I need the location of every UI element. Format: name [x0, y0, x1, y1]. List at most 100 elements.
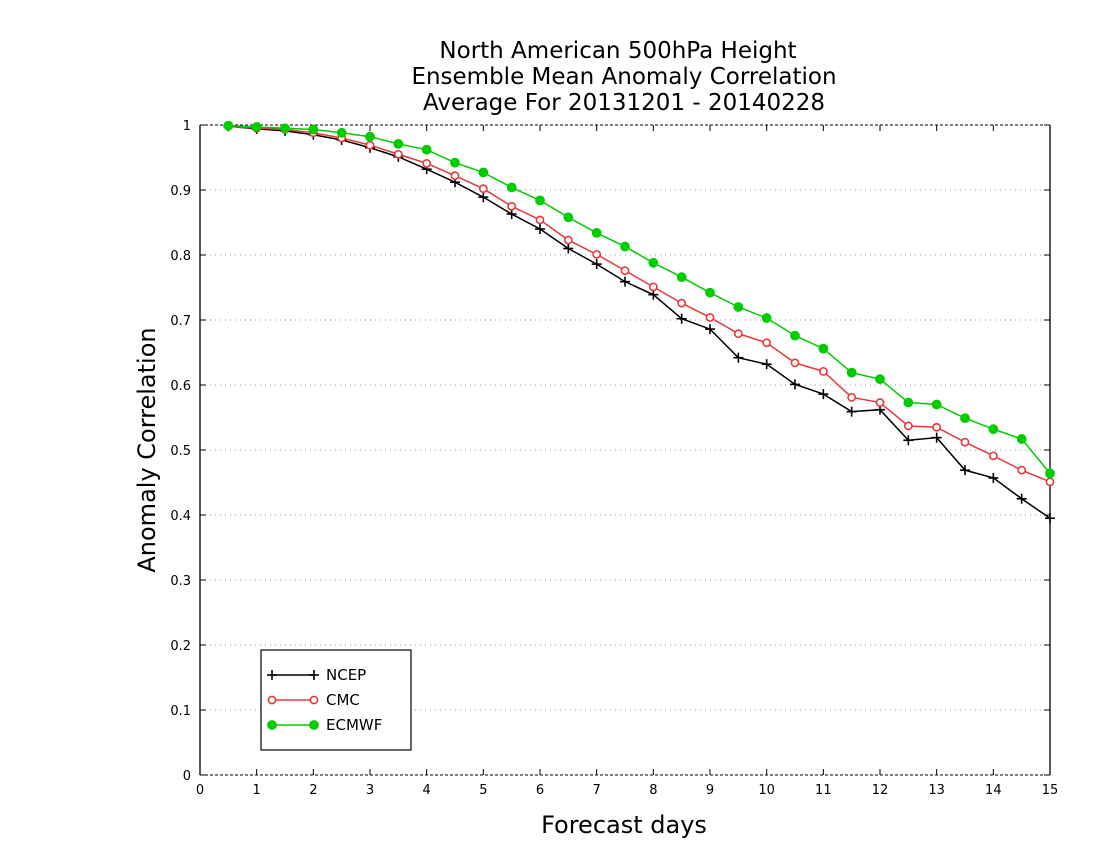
point-ecmwf-3 [308, 124, 319, 135]
point-ecmwf-28 [1016, 434, 1027, 444]
point-ecmwf-12 [563, 212, 574, 223]
point-ncep-10 [506, 209, 517, 220]
series-ecmwf [223, 120, 1055, 479]
legend-label-ncep: NCEP [326, 666, 366, 684]
legend-label-ecmwf: ECMWF [326, 716, 382, 734]
x-tick-label-5: 5 [479, 783, 487, 798]
y-axis-ticks: 0 0.1 0.2 0.3 0.4 0.5 0.6 0.7 0.8 0.9 1 [170, 119, 1050, 784]
legend-entry-cmc: CMC [267, 691, 360, 709]
point-cmc-26 [960, 437, 970, 447]
point-cmc-28 [1017, 465, 1027, 475]
x-tick-label-9: 9 [706, 783, 714, 798]
point-cmc-14 [620, 266, 630, 275]
point-ncep-27 [988, 472, 999, 483]
point-ncep-9 [478, 192, 489, 203]
x-tick-label-7: 7 [593, 783, 601, 798]
point-ecmwf-26 [960, 413, 970, 424]
point-ncep-16 [676, 313, 687, 324]
y-tick-label-6: 0.6 [170, 379, 191, 394]
series-ncep [223, 121, 1055, 524]
legend-marker-left-ncep [267, 670, 277, 680]
y-tick-label-2: 0.2 [170, 639, 191, 654]
legend-entry-ncep: NCEP [267, 666, 366, 684]
x-tick-label-10: 10 [758, 783, 775, 798]
y-tick-label-4: 0.4 [170, 509, 191, 524]
x-tick-label-6: 6 [536, 783, 544, 798]
title-line-1: North American 500hPa Height [439, 38, 796, 64]
point-ecmwf-14 [620, 241, 630, 252]
legend: NCEP CMC ECMWF [260, 649, 412, 751]
point-ecmwf-16 [676, 272, 687, 283]
point-ncep-17 [705, 324, 715, 335]
point-ecmwf-9 [478, 167, 489, 178]
point-ecmwf-8 [450, 157, 460, 168]
point-ecmwf-29 [1045, 468, 1055, 479]
legend-label-cmc: CMC [326, 691, 360, 709]
x-tick-label-14: 14 [985, 783, 1002, 798]
point-ecmwf-6 [393, 138, 404, 149]
point-cmc-5 [365, 140, 375, 150]
point-ncep-12 [563, 243, 574, 254]
point-cmc-20 [790, 358, 800, 368]
y-tick-label-3: 0.3 [170, 574, 191, 589]
point-ncep-28 [1016, 493, 1027, 504]
point-ecmwf-19 [761, 313, 772, 323]
y-tick-label-0: 0 [183, 769, 191, 784]
legend-marker-right-ncep [309, 670, 319, 680]
point-cmc-6 [393, 149, 403, 159]
title-line-3: Average For 20131201 - 20140228 [423, 90, 825, 116]
x-tick-label-8: 8 [649, 783, 657, 798]
point-ecmwf-27 [988, 424, 999, 435]
x-axis-title: Forecast days [541, 811, 707, 839]
y-tick-label-8: 0.8 [170, 249, 191, 264]
x-tick-label-12: 12 [872, 783, 889, 798]
y-tick-label-9: 0.9 [170, 184, 191, 199]
point-ncep-21 [818, 389, 829, 400]
point-ncep-19 [761, 359, 772, 370]
point-cmc-27 [988, 451, 998, 461]
point-cmc-9 [478, 184, 488, 194]
point-ncep-29 [1045, 513, 1055, 524]
y-tick-label-10: 1 [183, 119, 191, 134]
point-ecmwf-13 [591, 228, 602, 238]
point-cmc-7 [422, 158, 432, 168]
point-ecmwf-22 [846, 367, 857, 378]
point-cmc-29 [1045, 477, 1055, 487]
point-cmc-21 [818, 366, 828, 376]
point-ncep-18 [733, 352, 744, 363]
point-cmc-16 [677, 298, 687, 308]
legend-marker-right-ecmwf [309, 720, 319, 730]
point-ncep-15 [648, 289, 659, 300]
chart-title: North American 500hPa Height Ensemble Me… [411, 38, 836, 116]
legend-entry-ecmwf: ECMWF [267, 716, 382, 734]
point-ncep-13 [591, 259, 602, 270]
series-line-cmc [228, 125, 1051, 483]
title-line-2: Ensemble Mean Anomaly Correlation [411, 64, 836, 90]
point-ecmwf-7 [421, 144, 432, 155]
x-tick-label-11: 11 [815, 783, 832, 798]
point-cmc-10 [507, 201, 517, 211]
point-cmc-24 [903, 421, 913, 431]
point-cmc-12 [563, 235, 573, 245]
x-tick-label-4: 4 [423, 783, 431, 798]
point-ecmwf-2 [280, 123, 290, 134]
series-line-ecmwf [228, 124, 1051, 474]
y-axis-title: Anomaly Correlation [133, 327, 161, 572]
y-tick-label-1: 0.1 [170, 704, 191, 719]
legend-marker-left-cmc [267, 695, 277, 705]
point-cmc-25 [932, 422, 942, 432]
point-ecmwf-11 [535, 195, 545, 206]
series-cmc [223, 121, 1055, 487]
gridlines [200, 189, 1050, 711]
y-tick-label-5: 0.5 [170, 444, 191, 459]
point-ecmwf-5 [365, 131, 375, 142]
point-ecmwf-0 [223, 120, 234, 131]
point-ecmwf-23 [875, 374, 885, 385]
legend-marker-right-cmc [309, 695, 319, 705]
point-cmc-15 [648, 282, 658, 292]
x-tick-label-1: 1 [253, 783, 261, 798]
point-ecmwf-10 [506, 182, 517, 193]
point-cmc-17 [705, 312, 715, 322]
point-ecmwf-18 [733, 302, 744, 312]
